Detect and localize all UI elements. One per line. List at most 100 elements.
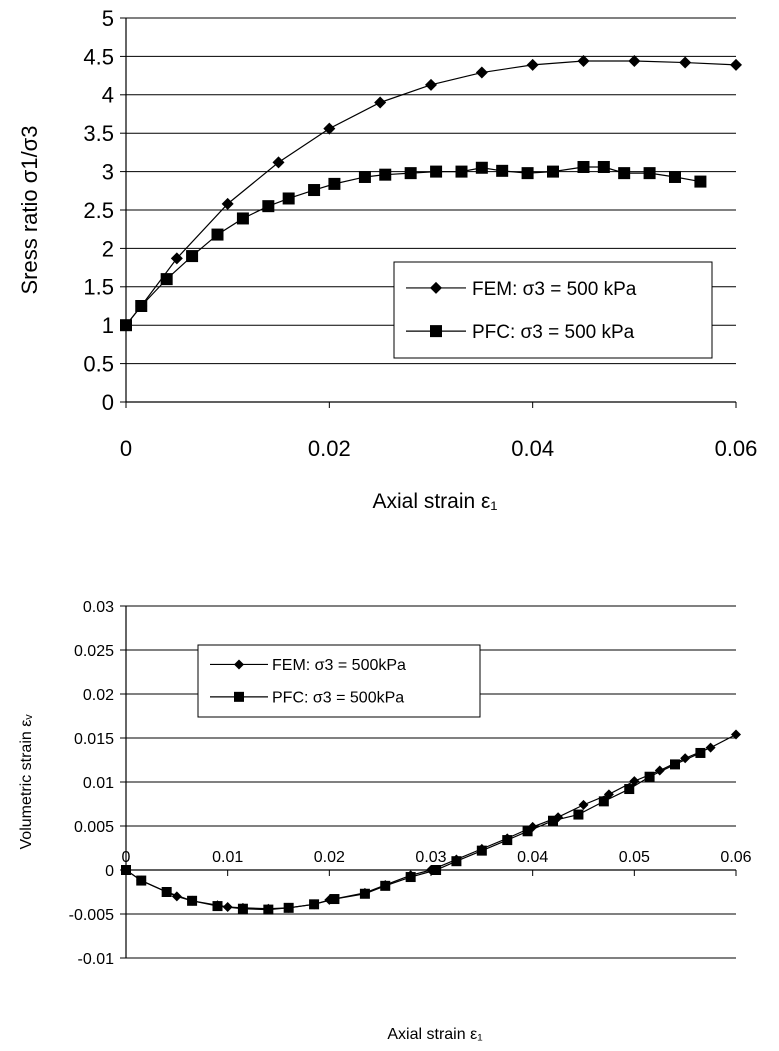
legend-label: PFC: σ3 = 500 kPa: [472, 322, 635, 343]
data-point: [262, 200, 275, 213]
x-tick-label: 0.06: [720, 849, 751, 866]
data-point: [548, 815, 558, 826]
data-point: [160, 273, 173, 286]
y-tick-label: 0.03: [83, 599, 114, 616]
legend: FEM: σ3 = 500kPa PFC: σ3 = 500kPa: [197, 644, 481, 718]
data-point: [476, 845, 487, 856]
y-tick-label: -0.005: [69, 907, 114, 924]
data-point: [547, 165, 559, 178]
data-point: [578, 799, 589, 810]
legend-label: FEM: σ3 = 500kPa: [272, 657, 406, 674]
data-point: [212, 901, 223, 912]
data-point: [171, 891, 182, 902]
legend-label: PFC: σ3 = 500kPa: [272, 690, 404, 707]
data-point: [186, 250, 199, 263]
data-point: [521, 167, 534, 180]
x-tick-label: 0.02: [314, 849, 345, 866]
data-point: [522, 826, 533, 837]
volumetric-strain-chart: -0.01 -0.005 0 0.005 0.01 0.015 0.02 0.025 0.03 0…: [18, 599, 752, 1043]
x-tick-label: 0.04: [511, 436, 554, 461]
data-point: [329, 894, 340, 905]
data-point: [120, 319, 132, 332]
data-point: [404, 167, 417, 180]
data-point: [644, 771, 655, 782]
x-tick-label: 0.04: [517, 849, 548, 866]
y-tick-label: 0.02: [83, 687, 114, 704]
legend-marker-diamond: [234, 659, 244, 670]
data-point: [730, 58, 742, 71]
data-point: [221, 197, 234, 210]
data-point: [618, 167, 631, 180]
data-point: [187, 895, 198, 906]
x-tick-label: 0.05: [619, 849, 650, 866]
data-point: [236, 212, 249, 225]
data-point: [694, 175, 707, 188]
series-pfc: [121, 747, 706, 915]
data-point: [380, 880, 391, 891]
data-point: [161, 887, 172, 897]
x-axis-label: Axial strain ε₁: [373, 490, 498, 513]
data-point: [496, 164, 509, 177]
y-tick-label: -0.01: [78, 951, 115, 968]
x-tick-label: 0.01: [212, 849, 243, 866]
series-line: [125, 752, 701, 911]
data-point: [425, 78, 437, 91]
data-point: [135, 300, 148, 312]
y-tick-label: 3.5: [83, 121, 114, 146]
data-point: [695, 747, 706, 758]
data-point: [573, 809, 584, 820]
y-axis-label: Volumetric strain εᵥ: [18, 714, 35, 850]
y-tick-label: 0.005: [74, 819, 114, 836]
legend-marker-square: [234, 691, 244, 702]
data-point: [597, 160, 610, 173]
legend-marker-diamond: [430, 281, 442, 294]
data-point: [237, 903, 248, 914]
data-point: [211, 228, 224, 241]
data-point: [502, 835, 513, 846]
data-point: [379, 168, 392, 181]
data-point: [328, 177, 341, 190]
data-point: [577, 55, 590, 68]
x-tick-label: 0: [122, 849, 131, 866]
data-point: [283, 902, 294, 913]
y-tick-label: 2.5: [83, 198, 114, 223]
data-point: [431, 865, 442, 875]
y-tick-label: 5: [102, 6, 114, 31]
y-tick-label: 0.015: [74, 731, 114, 748]
x-tick-label: 0.06: [715, 436, 758, 461]
legend-box: [393, 261, 713, 359]
data-point: [121, 865, 131, 875]
y-tick-label: 2: [102, 236, 114, 261]
y-tick-label: 0: [105, 863, 114, 880]
y-tick-label: 0: [102, 390, 114, 415]
data-point: [170, 252, 183, 265]
y-tick-label: 1.5: [83, 275, 114, 300]
data-point: [358, 170, 371, 183]
data-point: [263, 904, 274, 915]
series-line: [125, 60, 737, 326]
data-point: [451, 856, 462, 867]
data-point: [475, 66, 488, 79]
y-axis-label: Sress ratio σ1/σ3: [17, 126, 42, 295]
data-point: [136, 875, 147, 886]
data-point: [670, 759, 680, 770]
data-point: [624, 784, 635, 795]
y-tick-label: 3: [102, 160, 114, 185]
data-point: [526, 58, 539, 71]
data-point: [628, 55, 641, 68]
data-point: [669, 170, 681, 183]
y-tick-label: 4: [102, 83, 114, 108]
data-point: [405, 872, 416, 883]
y-tick-label: 1: [102, 313, 114, 338]
data-point: [323, 122, 336, 135]
stress-ratio-chart: 0 0.5 1 1.5 2 2.5 3 3.5 4 4.5 5 0 0.02 0.04 0.06 Axial …: [17, 6, 757, 513]
data-point: [679, 56, 692, 69]
legend-box: [197, 644, 481, 718]
data-point: [629, 776, 640, 787]
data-point: [272, 156, 285, 169]
y-tick-label: 0.01: [83, 775, 114, 792]
legend: FEM: σ3 = 500 kPa PFC: σ3 = 500 kPa: [393, 261, 713, 359]
x-axis-label: Axial strain ε₁: [387, 1026, 482, 1043]
y-tick-label: 0.5: [83, 352, 114, 377]
